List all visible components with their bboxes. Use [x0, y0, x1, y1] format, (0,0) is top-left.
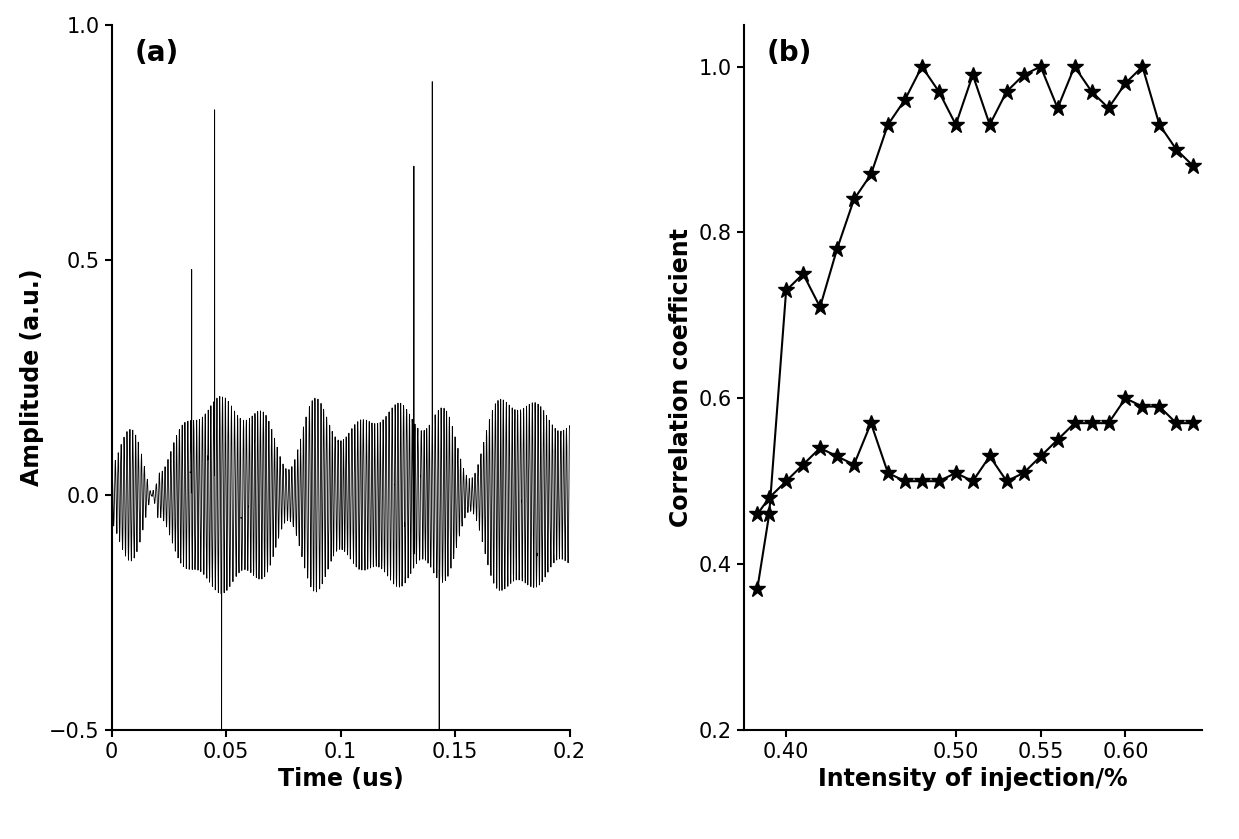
- Text: (a): (a): [134, 39, 178, 67]
- X-axis label: Time (us): Time (us): [278, 768, 404, 791]
- X-axis label: Intensity of injection/%: Intensity of injection/%: [818, 768, 1127, 791]
- Y-axis label: Amplitude (a.u.): Amplitude (a.u.): [20, 268, 43, 487]
- Text: (b): (b): [767, 39, 812, 67]
- Y-axis label: Correlation coefficient: Correlation coefficient: [669, 228, 693, 527]
